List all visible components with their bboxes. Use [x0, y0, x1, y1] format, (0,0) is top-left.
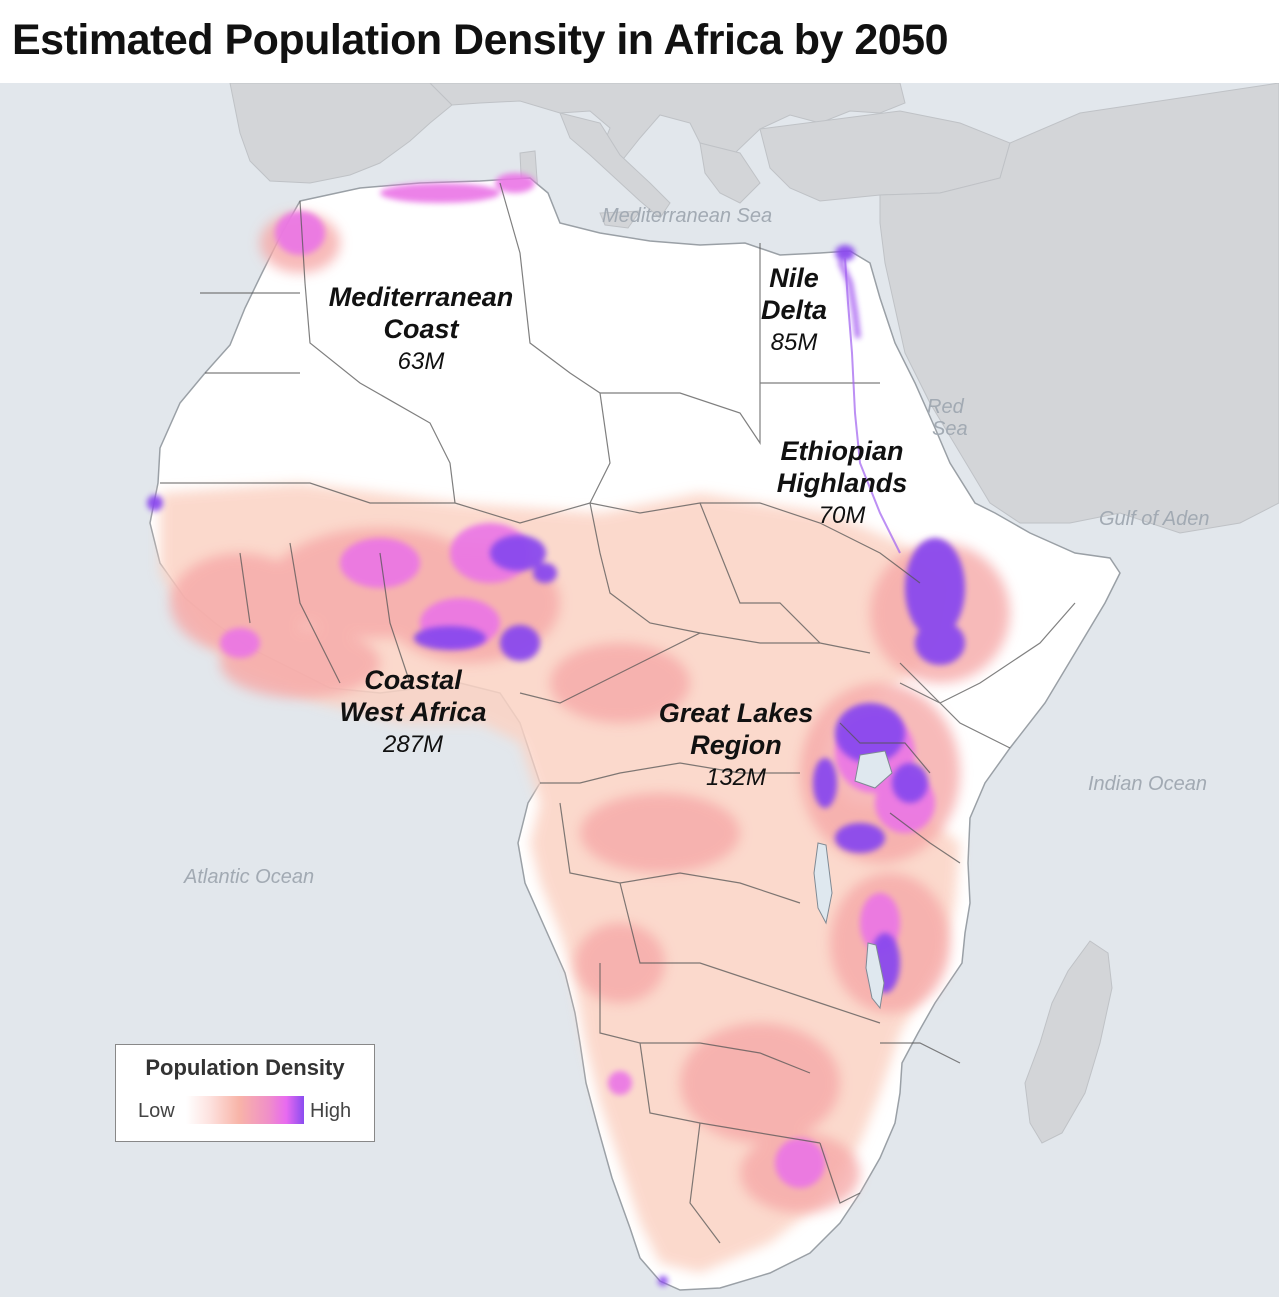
- region-label-coastal-west-africa: Coastal West Africa 287M: [330, 664, 496, 760]
- middle-east-landmass: [879, 83, 1279, 534]
- madagascar-landmass: [1024, 940, 1113, 1144]
- legend-low-label: Low: [138, 1100, 175, 1122]
- region-label-great-lakes-region: Great Lakes Region 132M: [652, 697, 820, 793]
- legend-box: Population Density Low High: [115, 1044, 375, 1142]
- region-population: 63M: [397, 347, 445, 375]
- country-borders: [160, 182, 1076, 1244]
- red-sea-label-line2: Sea: [932, 418, 968, 440]
- density-layer: [147, 173, 1010, 1286]
- region-name-line1: Mediterranean: [328, 282, 514, 312]
- lake-victoria: [854, 750, 893, 789]
- indian-ocean-label: Indian Ocean: [1088, 773, 1207, 795]
- map-canvas: [0, 83, 1279, 1297]
- lake-tanganyika: [813, 842, 833, 925]
- region-name-line1: Nile: [769, 263, 819, 293]
- foreign-landmasses: [229, 83, 1279, 1144]
- region-name-line1: Ethiopian: [780, 436, 904, 466]
- gulf-of-aden-label: Gulf of Aden: [1099, 508, 1210, 530]
- region-name-line2: Delta: [760, 295, 828, 326]
- region-name-line1: Coastal: [364, 665, 462, 695]
- europe-landmass: [429, 83, 906, 164]
- region-name-line2: Coast: [383, 314, 459, 345]
- atlantic-ocean-label: Atlantic Ocean: [184, 866, 315, 888]
- region-population: 85M: [770, 328, 818, 356]
- region-label-nile-delta: Nile Delta 85M: [750, 262, 838, 358]
- region-population: 70M: [818, 501, 866, 529]
- region-name-line2: Region: [690, 730, 782, 761]
- region-label-ethiopian-highlands: Ethiopian Highlands 70M: [768, 435, 916, 531]
- region-name-line1: Great Lakes: [658, 698, 814, 728]
- lakes: [813, 750, 893, 1010]
- sicily: [599, 210, 642, 229]
- italy-landmass: [559, 112, 671, 219]
- legend-high-label: High: [310, 1100, 352, 1122]
- nile-river: [844, 257, 901, 554]
- region-population: 287M: [382, 730, 444, 758]
- lake-malawi: [865, 942, 885, 1010]
- legend-title: Population Density: [145, 1055, 345, 1080]
- region-name-line2: Highlands: [776, 468, 908, 499]
- greece-landmass: [699, 142, 761, 204]
- mediterranean-sea-label: Mediterranean Sea: [602, 205, 773, 227]
- legend-color-ramp: [186, 1096, 304, 1124]
- region-name-line2: West Africa: [339, 697, 487, 728]
- region-label-mediterranean-coast: Mediterranean Coast 63M: [318, 281, 524, 377]
- region-population: 132M: [705, 763, 767, 791]
- map-title: Estimated Population Density in Africa b…: [12, 16, 949, 64]
- red-sea-label-line1: Red: [927, 396, 964, 418]
